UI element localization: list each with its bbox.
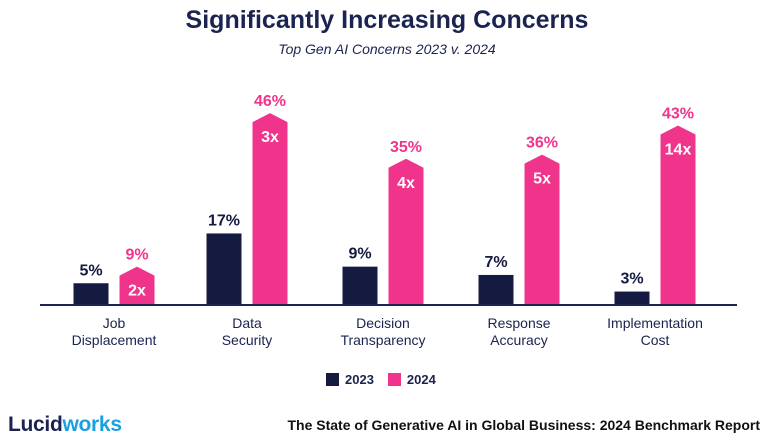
multiplier-label-2: 4x: [397, 175, 415, 192]
category-label-3-0: Response: [487, 315, 550, 331]
category-label-4-1: Cost: [641, 332, 670, 348]
category-label-0-0: Job: [103, 315, 126, 331]
data-label-2024-0: 9%: [125, 247, 148, 264]
category-label-4-0: Implementation: [607, 315, 703, 331]
multiplier-label-0: 2x: [128, 283, 146, 300]
category-label-2-0: Decision: [356, 315, 410, 331]
data-label-2023-4: 3%: [620, 271, 643, 288]
legend: 2023 2024: [326, 372, 450, 387]
legend-item-2023: 2023: [326, 372, 374, 387]
multiplier-label-3: 5x: [533, 171, 551, 188]
data-label-2024-3: 36%: [526, 135, 558, 152]
category-label-1-1: Security: [222, 332, 273, 348]
chart-subtitle: Top Gen AI Concerns 2023 v. 2024: [278, 41, 496, 57]
bar-2024-4: [660, 125, 696, 304]
legend-label-2023: 2023: [345, 372, 374, 387]
bar-2024-0: [119, 266, 155, 304]
multiplier-label-4: 14x: [665, 142, 692, 159]
report-title: The State of Generative AI in Global Bus…: [287, 417, 760, 433]
data-label-2023-0: 5%: [79, 262, 102, 279]
bar-2023-4: [614, 291, 650, 304]
data-label-2024-4: 43%: [662, 106, 694, 123]
category-label-3-1: Accuracy: [490, 332, 548, 348]
data-label-2024-2: 35%: [390, 139, 422, 156]
bar-2024-1: [252, 113, 288, 304]
legend-label-2024: 2024: [406, 372, 436, 387]
data-label-2023-1: 17%: [208, 212, 240, 229]
data-label-2024-1: 46%: [254, 93, 286, 110]
chart-title: Significantly Increasing Concerns: [185, 6, 589, 34]
legend-item-2024: 2024: [387, 372, 436, 387]
multiplier-label-1: 3x: [261, 129, 279, 146]
bar-2023-1: [206, 233, 242, 304]
bar-2023-0: [73, 283, 109, 304]
data-label-2023-3: 7%: [484, 254, 507, 271]
legend-swatch-2024: [387, 373, 401, 386]
bar-2023-3: [478, 274, 514, 304]
bar-2024-2: [388, 158, 424, 304]
lucidworks-logo: Lucidworks: [8, 413, 122, 437]
data-label-2023-2: 9%: [348, 246, 371, 263]
bar-2024-3: [524, 154, 560, 304]
bar-2023-2: [342, 266, 378, 304]
logo-text-accent: works: [62, 413, 123, 436]
category-label-2-1: Transparency: [340, 332, 425, 348]
category-label-1-0: Data: [232, 315, 262, 331]
logo-text-main: Lucid: [8, 413, 63, 436]
category-label-0-1: Displacement: [72, 332, 157, 348]
legend-swatch-2023: [326, 373, 339, 386]
